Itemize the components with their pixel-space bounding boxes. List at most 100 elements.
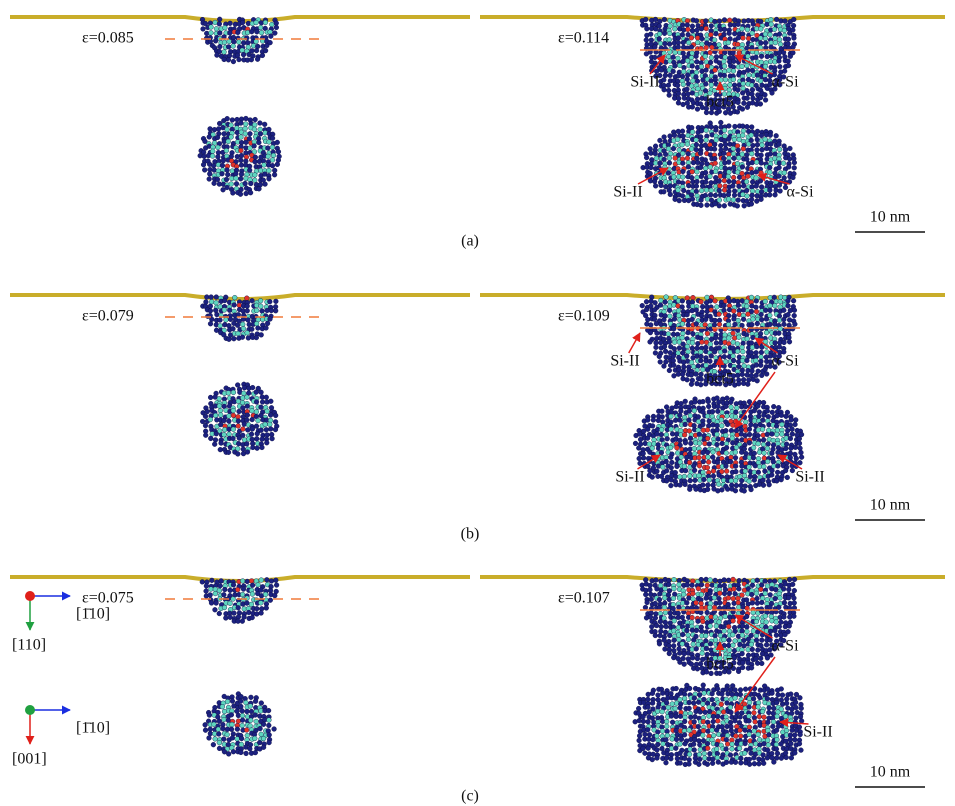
atom: [656, 693, 661, 698]
atom: [718, 120, 723, 125]
atom: [720, 437, 725, 442]
atom: [731, 354, 736, 359]
atom: [682, 732, 687, 737]
atom: [686, 637, 691, 642]
atom: [714, 747, 719, 752]
atom: [690, 591, 695, 596]
atom: [704, 188, 709, 193]
atom: [764, 372, 769, 377]
atom: [775, 710, 780, 715]
atom: [218, 583, 223, 588]
atom: [235, 727, 240, 732]
atom: [760, 596, 765, 601]
atom: [770, 410, 775, 415]
atom: [676, 605, 681, 610]
atom: [645, 317, 650, 322]
atom: [228, 588, 233, 593]
atom: [752, 408, 757, 413]
atom: [240, 718, 245, 723]
atom: [683, 399, 688, 404]
atom: [248, 131, 253, 136]
atom: [244, 700, 249, 705]
atom: [710, 455, 715, 460]
atom: [726, 336, 731, 341]
atom: [222, 587, 227, 592]
atom: [270, 145, 275, 150]
atom: [683, 482, 688, 487]
atom: [784, 728, 789, 733]
atom: [261, 736, 266, 741]
atom: [747, 479, 752, 484]
atom: [663, 152, 668, 157]
atom: [713, 299, 718, 304]
atom: [688, 441, 693, 446]
atom: [700, 304, 705, 309]
atom: [741, 317, 746, 322]
atom: [664, 760, 669, 765]
atom: [250, 427, 255, 432]
atom: [722, 27, 727, 32]
atom: [792, 614, 797, 619]
atom: [221, 418, 226, 423]
atom: [654, 321, 659, 326]
atom: [671, 643, 676, 648]
atom: [259, 332, 264, 337]
atom: [264, 326, 269, 331]
atom: [740, 26, 745, 31]
atom: [712, 156, 717, 161]
atom: [662, 17, 667, 22]
atom: [697, 432, 702, 437]
atom: [763, 614, 768, 619]
atom: [208, 308, 213, 313]
atom: [763, 32, 768, 37]
atom: [752, 418, 757, 423]
atom: [217, 121, 222, 126]
atom: [231, 597, 236, 602]
atom: [641, 456, 646, 461]
atom: [747, 714, 752, 719]
atom: [664, 755, 669, 760]
atom: [767, 192, 772, 197]
atom: [654, 345, 659, 350]
atom: [788, 146, 793, 151]
atom: [224, 177, 229, 182]
atom: [209, 25, 214, 30]
atom: [765, 687, 770, 692]
atom: [749, 487, 754, 492]
atom: [692, 719, 697, 724]
atom: [686, 151, 691, 156]
atom: [248, 190, 253, 195]
atom: [675, 451, 680, 456]
atom: [694, 142, 699, 147]
atom: [668, 445, 673, 450]
atom: [788, 436, 793, 441]
atom: [659, 68, 664, 73]
atom: [227, 308, 232, 313]
atom: [736, 156, 741, 161]
atom: [755, 148, 760, 153]
atom: [658, 303, 663, 308]
atom: [222, 25, 227, 30]
atom: [727, 124, 732, 129]
atom: [686, 633, 691, 638]
atom: [668, 134, 673, 139]
atom: [669, 465, 674, 470]
atom: [737, 175, 742, 180]
atom: [659, 450, 664, 455]
atom: [742, 643, 747, 648]
atom: [705, 583, 710, 588]
atom: [233, 171, 238, 176]
atom: [240, 579, 245, 584]
atom: [763, 579, 768, 584]
atom: [686, 40, 691, 45]
atom: [733, 455, 738, 460]
atom: [653, 26, 658, 31]
atom: [727, 299, 732, 304]
atom: [741, 129, 746, 134]
atom: [736, 605, 741, 610]
atom: [726, 578, 731, 583]
atom: [697, 473, 702, 478]
atom: [779, 620, 784, 625]
atom: [736, 22, 741, 27]
atom: [652, 45, 657, 50]
